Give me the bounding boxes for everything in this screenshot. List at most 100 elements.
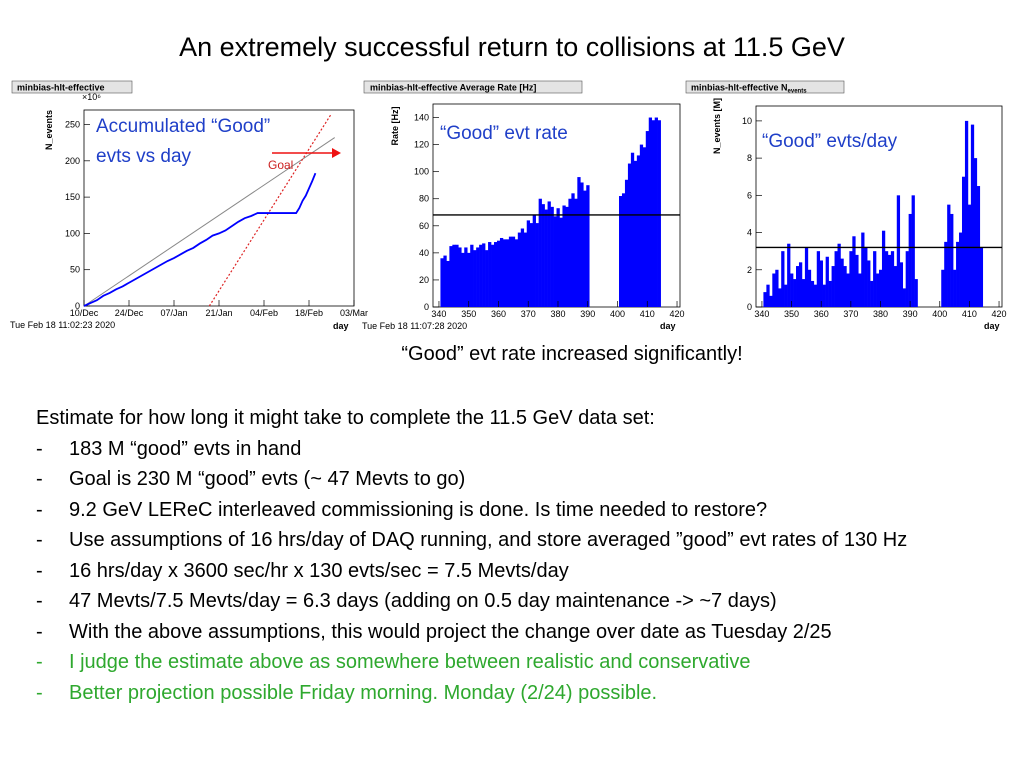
- bar: [893, 266, 898, 307]
- goal-arrow-head: [332, 148, 341, 158]
- bar: [887, 254, 892, 307]
- bar: [553, 216, 557, 307]
- x-axis-label: day: [333, 321, 349, 331]
- bullet-text: 16 hrs/day x 3600 sec/hr x 130 evts/sec …: [69, 559, 569, 582]
- bullet-item: - Use assumptions of 16 hrs/day of DAQ ru…: [36, 525, 996, 556]
- bar: [541, 204, 545, 307]
- bullet-text: With the above assumptions, this would p…: [69, 620, 832, 643]
- y-tick-label: 10: [742, 116, 752, 126]
- bar: [956, 241, 960, 307]
- bar: [449, 246, 453, 307]
- events-per-day-svg: minbias-hlt-effective Nevents N_events […: [685, 80, 1007, 331]
- bar: [505, 239, 510, 307]
- y-tick-label: 8: [747, 153, 752, 163]
- bar: [766, 284, 770, 307]
- x-tick-label: 24/Dec: [115, 308, 144, 318]
- y-tick-label: 100: [414, 167, 429, 177]
- bar: [979, 247, 984, 307]
- chart-caption: “Good” evt rate increased significantly!: [401, 343, 743, 365]
- bar: [950, 213, 954, 307]
- goal-projection-line: [208, 113, 333, 307]
- x-tick-label: 340: [431, 309, 446, 319]
- bar: [825, 256, 829, 307]
- accumulated-events-chart: minbias-hlt-effective ×10⁶ N_events day …: [10, 78, 368, 333]
- bullet-marker: -: [36, 529, 43, 551]
- chart-title: minbias-hlt-effective Nevents: [691, 83, 807, 95]
- y-tick-label: 6: [747, 190, 752, 200]
- bar: [769, 295, 773, 307]
- bar: [834, 251, 838, 307]
- accumulated-events-svg: minbias-hlt-effective ×10⁶ N_events day …: [10, 80, 368, 331]
- bar: [633, 160, 638, 307]
- y-axis-label: Rate [Hz]: [390, 106, 400, 145]
- bar: [899, 262, 904, 307]
- bar: [547, 201, 551, 307]
- bar: [496, 240, 501, 307]
- chart-timestamp: Tue Feb 18 11:07:28 2020: [362, 321, 467, 331]
- bar: [654, 117, 658, 308]
- bar: [763, 292, 767, 307]
- y-axis-label: N_events [M]: [712, 98, 722, 154]
- bar: [452, 244, 456, 307]
- bar: [858, 273, 862, 307]
- bar: [867, 260, 871, 307]
- chart-annotation: “Good” evt rate: [440, 123, 568, 144]
- chart-timestamp: Tue Feb 18 11:02:23 2020: [10, 320, 115, 330]
- y-tick-label: 100: [65, 228, 80, 238]
- y-tick-label: 20: [419, 275, 429, 285]
- bar: [793, 279, 797, 307]
- events-per-day-chart: minbias-hlt-effective Nevents N_events […: [684, 78, 1014, 333]
- bar: [778, 288, 782, 307]
- bar: [458, 247, 462, 307]
- bar: [470, 244, 474, 307]
- goal-label: Goal: [268, 158, 293, 172]
- slide-title: An extremely successful return to collis…: [179, 32, 845, 62]
- bar: [896, 195, 901, 307]
- bar: [914, 279, 918, 307]
- average-rate-svg: minbias-hlt-effective Average Rate [Hz] …: [362, 80, 685, 331]
- bar: [491, 244, 495, 307]
- chart-title-box: [11, 80, 133, 94]
- bar: [967, 204, 972, 307]
- bar: [810, 280, 815, 307]
- chart-annotation: “Good” evts/day: [762, 131, 898, 152]
- x-tick-label: 360: [491, 309, 506, 319]
- bullet-marker: -: [36, 468, 43, 490]
- x-tick-label: 370: [521, 309, 536, 319]
- bar: [941, 269, 945, 307]
- bar: [798, 262, 803, 307]
- y-tick-label: 80: [419, 194, 429, 204]
- bar: [446, 260, 450, 307]
- bar: [562, 205, 566, 307]
- plot-area: 0 50 100 150 200 250 10/Dec 24/Dec 07/Jan 21/Jan 0…: [65, 109, 368, 318]
- y-tick-label: 0: [424, 302, 429, 312]
- bullet-item: - 16 hrs/day x 3600 sec/hr x 130 evts/sec…: [36, 556, 996, 587]
- annotation-line-1: Accumulated “Good”: [96, 116, 270, 137]
- bar: [784, 284, 788, 307]
- y-axis-label: N_events: [44, 110, 54, 150]
- bar: [485, 250, 489, 307]
- bar: [494, 242, 498, 307]
- bar: [801, 279, 806, 307]
- bar: [624, 179, 629, 307]
- bar: [796, 266, 800, 307]
- average-rate-chart: minbias-hlt-effective Average Rate [Hz] …: [362, 78, 692, 333]
- bar: [870, 280, 874, 307]
- bullet-marker: -: [36, 559, 43, 582]
- plot-frame: [83, 109, 355, 307]
- plot-area: 0 2 4 6 8 10 340 350 360 370 380 390 400 410 420: [742, 105, 1007, 319]
- bar: [864, 247, 868, 307]
- bar: [816, 251, 821, 307]
- x-tick-label: 10/Dec: [70, 308, 99, 318]
- bar: [775, 269, 779, 307]
- bar: [976, 186, 981, 307]
- bar: [565, 206, 569, 307]
- y-tick-label: 50: [70, 265, 80, 275]
- bar: [523, 232, 528, 307]
- bar: [636, 155, 641, 307]
- x-tick-label: 400: [610, 309, 625, 319]
- bar: [790, 273, 794, 307]
- x-tick-label: 410: [640, 309, 655, 319]
- y-tick-label: 250: [65, 120, 80, 130]
- bar: [559, 217, 563, 307]
